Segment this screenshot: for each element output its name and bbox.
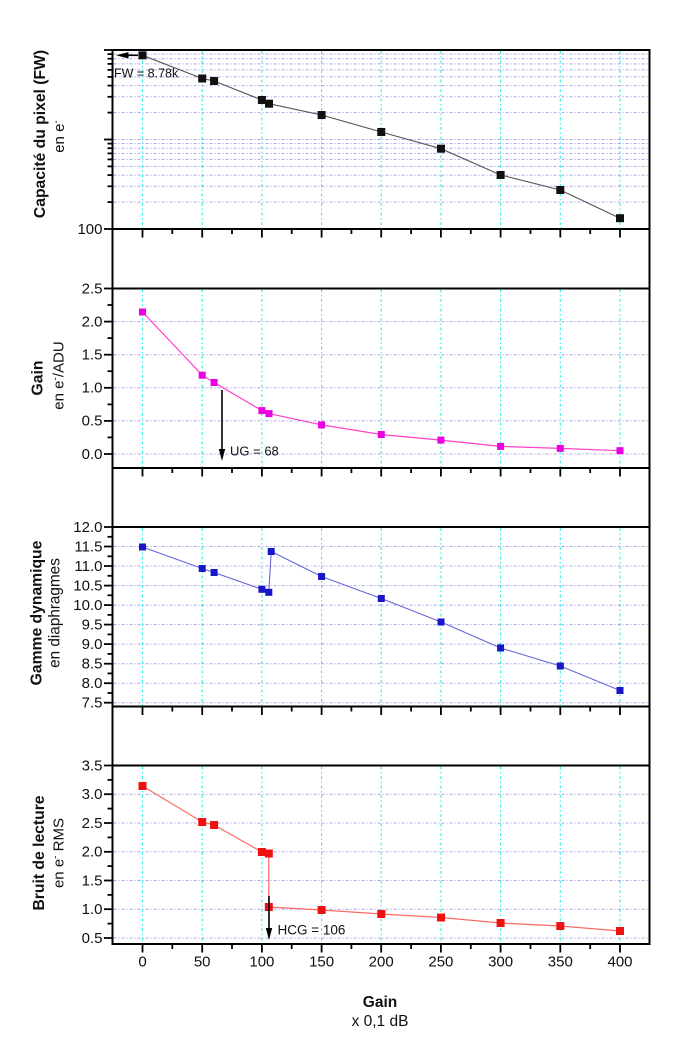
svg-text:1.5: 1.5 — [82, 872, 103, 889]
svg-text:11.5: 11.5 — [74, 538, 102, 555]
svg-text:Gamme dynamique: Gamme dynamique — [29, 540, 46, 685]
svg-text:x 0,1 dB: x 0,1 dB — [352, 1013, 409, 1030]
svg-text:50: 50 — [194, 954, 211, 971]
svg-text:150: 150 — [309, 954, 334, 971]
svg-text:en e-: en e- — [51, 120, 68, 153]
svg-text:1.0: 1.0 — [82, 380, 103, 397]
svg-text:7.5: 7.5 — [82, 695, 103, 712]
svg-text:Gain: Gain — [363, 994, 397, 1011]
svg-text:400: 400 — [607, 954, 632, 971]
svg-text:12.0: 12.0 — [73, 519, 102, 536]
svg-text:11.0: 11.0 — [74, 558, 102, 575]
svg-text:0: 0 — [138, 954, 146, 971]
svg-text:Gain: Gain — [30, 361, 47, 396]
svg-text:UG = 68: UG = 68 — [230, 444, 279, 459]
svg-text:350: 350 — [548, 954, 573, 971]
svg-text:250: 250 — [428, 954, 453, 971]
svg-text:3.5: 3.5 — [82, 757, 103, 774]
svg-text:0.5: 0.5 — [82, 930, 103, 947]
svg-text:9.0: 9.0 — [82, 636, 103, 653]
svg-text:2.5: 2.5 — [82, 280, 103, 297]
svg-text:1.0: 1.0 — [82, 901, 103, 918]
svg-text:100: 100 — [77, 221, 102, 238]
svg-text:200: 200 — [369, 954, 394, 971]
svg-text:2.5: 2.5 — [82, 815, 103, 832]
svg-text:en e-/ADU: en e-/ADU — [51, 341, 68, 409]
svg-text:9.5: 9.5 — [82, 616, 103, 633]
svg-text:2.0: 2.0 — [82, 844, 103, 861]
svg-text:10.0: 10.0 — [73, 597, 102, 614]
svg-text:Bruit de lecture: Bruit de lecture — [31, 795, 48, 910]
svg-text:1.5: 1.5 — [82, 347, 103, 364]
svg-text:HCG = 106: HCG = 106 — [278, 923, 346, 938]
svg-text:2.0: 2.0 — [82, 313, 103, 330]
svg-text:10.5: 10.5 — [73, 577, 102, 594]
svg-text:0.0: 0.0 — [82, 446, 103, 463]
svg-text:300: 300 — [488, 954, 513, 971]
svg-text:FW = 8.78k: FW = 8.78k — [114, 67, 179, 81]
svg-text:3.0: 3.0 — [82, 786, 103, 803]
svg-text:en diaphragmes: en diaphragmes — [47, 558, 64, 668]
svg-text:0.5: 0.5 — [82, 413, 103, 430]
svg-text:8.5: 8.5 — [82, 656, 103, 673]
svg-text:100: 100 — [249, 954, 274, 971]
svg-text:Capacité du pixel (FW): Capacité du pixel (FW) — [32, 50, 49, 218]
svg-text:8.0: 8.0 — [82, 675, 103, 692]
svg-text:en e- RMS: en e- RMS — [51, 818, 68, 888]
